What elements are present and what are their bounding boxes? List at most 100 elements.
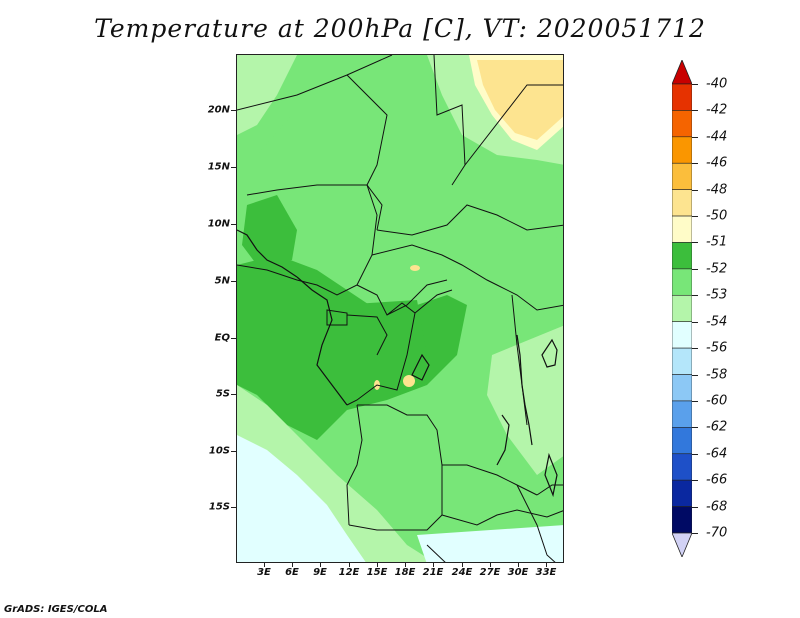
colorbar-tick [692, 136, 698, 138]
lon-label-12e: 12E [338, 567, 360, 578]
colorbar-tick [692, 480, 698, 482]
colorbar-swatch [672, 215, 692, 243]
colorbar-tick [692, 374, 698, 376]
lon-tick-12e [349, 563, 350, 567]
colorbar-tick [692, 216, 698, 218]
lon-tick-30e [518, 563, 519, 567]
lon-tick-3e [264, 563, 265, 567]
country-borders [237, 55, 563, 562]
colorbar-tick [692, 163, 698, 165]
colorbar-label: -50 [706, 208, 728, 224]
colorbar-label: -66 [706, 472, 728, 488]
lon-label-33e: 33E [535, 567, 557, 578]
lon-label-15e: 15E [366, 567, 388, 578]
lon-tick-9e [320, 563, 321, 567]
lat-label-20n: 20N [207, 104, 230, 116]
colorbar-label: -58 [706, 367, 728, 383]
lon-label-24e: 24E [451, 567, 473, 578]
lat-label-15n: 15N [207, 161, 230, 173]
lon-tick-27e [490, 563, 491, 567]
lat-label-10s: 10S [208, 445, 230, 457]
colorbar-swatch [672, 110, 692, 138]
colorbar-swatch [672, 479, 692, 507]
colorbar-tick [692, 427, 698, 429]
region-pale-yellow-ne [477, 60, 563, 140]
lat-tick-10s [231, 451, 236, 452]
colorbar-tick [692, 321, 698, 323]
colorbar-swatch [672, 268, 692, 296]
colorbar-label: -64 [706, 446, 728, 462]
colorbar-tick [692, 295, 698, 297]
map-panel [236, 54, 564, 563]
colorbar-swatch [672, 347, 692, 375]
grads-credit: GrADS: IGES/COLA [4, 604, 108, 615]
region-dark-green-basin [332, 300, 427, 395]
colorbar-label: -53 [706, 287, 728, 303]
lon-label-3e: 3E [257, 567, 271, 578]
lon-label-9e: 9E [313, 567, 327, 578]
colorbar-tick [692, 110, 698, 112]
colorbar-tick [692, 268, 698, 270]
colorbar-label: -62 [706, 419, 728, 435]
lon-tick-15e [377, 563, 378, 567]
chart-title: Temperature at 200hPa [C], VT: 202005171… [94, 14, 706, 43]
colorbar-label: -60 [706, 393, 728, 409]
lat-tick-5n [231, 281, 236, 282]
colorbar-label: -70 [706, 525, 728, 541]
colorbar-label: -44 [706, 129, 728, 145]
region-pale-cyan-sw [237, 435, 366, 562]
lon-tick-21e [433, 563, 434, 567]
colorbar-label: -48 [706, 182, 728, 198]
colorbar-label: -52 [706, 261, 728, 277]
spot-pale-yellow-2 [403, 375, 415, 387]
lon-tick-18e [405, 563, 406, 567]
colorbar-swatch-top [672, 60, 692, 85]
colorbar-swatch [672, 162, 692, 190]
colorbar-tick [692, 189, 698, 191]
lon-label-21e: 21E [422, 567, 444, 578]
colorbar-tick [692, 400, 698, 402]
lat-tick-15n [231, 167, 236, 168]
region-light-green-east [487, 325, 563, 475]
temperature-field [237, 55, 563, 562]
colorbar-swatch [672, 242, 692, 270]
lat-label-15s: 15S [208, 501, 230, 513]
colorbar-label: -46 [706, 155, 728, 171]
lat-tick-20n [231, 110, 236, 111]
colorbar-swatch [672, 374, 692, 402]
colorbar-tick [692, 242, 698, 244]
colorbar-tick [692, 506, 698, 508]
lon-label-18e: 18E [394, 567, 416, 578]
lon-tick-24e [462, 563, 463, 567]
colorbar-swatch [672, 453, 692, 481]
colorbar-label: -68 [706, 499, 728, 515]
lat-label-10n: 10N [207, 218, 230, 230]
colorbar-swatch [672, 321, 692, 349]
colorbar-swatch [672, 136, 692, 164]
lat-tick-15s [231, 507, 236, 508]
colorbar-label: -56 [706, 340, 728, 356]
lat-label-5s: 5S [215, 388, 230, 400]
region-pale-cyan-south [417, 525, 563, 562]
colorbar-tick [692, 453, 698, 455]
lat-tick-eq [231, 338, 236, 339]
colorbar-swatch [672, 294, 692, 323]
lon-label-6e: 6E [285, 567, 299, 578]
lon-label-27e: 27E [479, 567, 501, 578]
lat-label-5n: 5N [214, 275, 230, 287]
region-light-green-nw [237, 55, 297, 135]
colorbar-label: -54 [706, 314, 728, 330]
colorbar-swatch [672, 400, 692, 428]
colorbar-tick [692, 348, 698, 350]
colorbar-swatch [672, 427, 692, 455]
colorbar-swatches [672, 60, 692, 557]
colorbar-tick [692, 84, 698, 85]
lon-tick-33e [546, 563, 547, 567]
lat-label-eq: EQ [214, 332, 230, 344]
colorbar-swatch [672, 506, 692, 534]
colorbar-label: -51 [706, 234, 728, 250]
colorbar-swatch [672, 189, 692, 217]
colorbar-label: -40 [706, 76, 728, 92]
colorbar-swatch-bottom [672, 532, 692, 557]
lon-tick-6e [292, 563, 293, 567]
